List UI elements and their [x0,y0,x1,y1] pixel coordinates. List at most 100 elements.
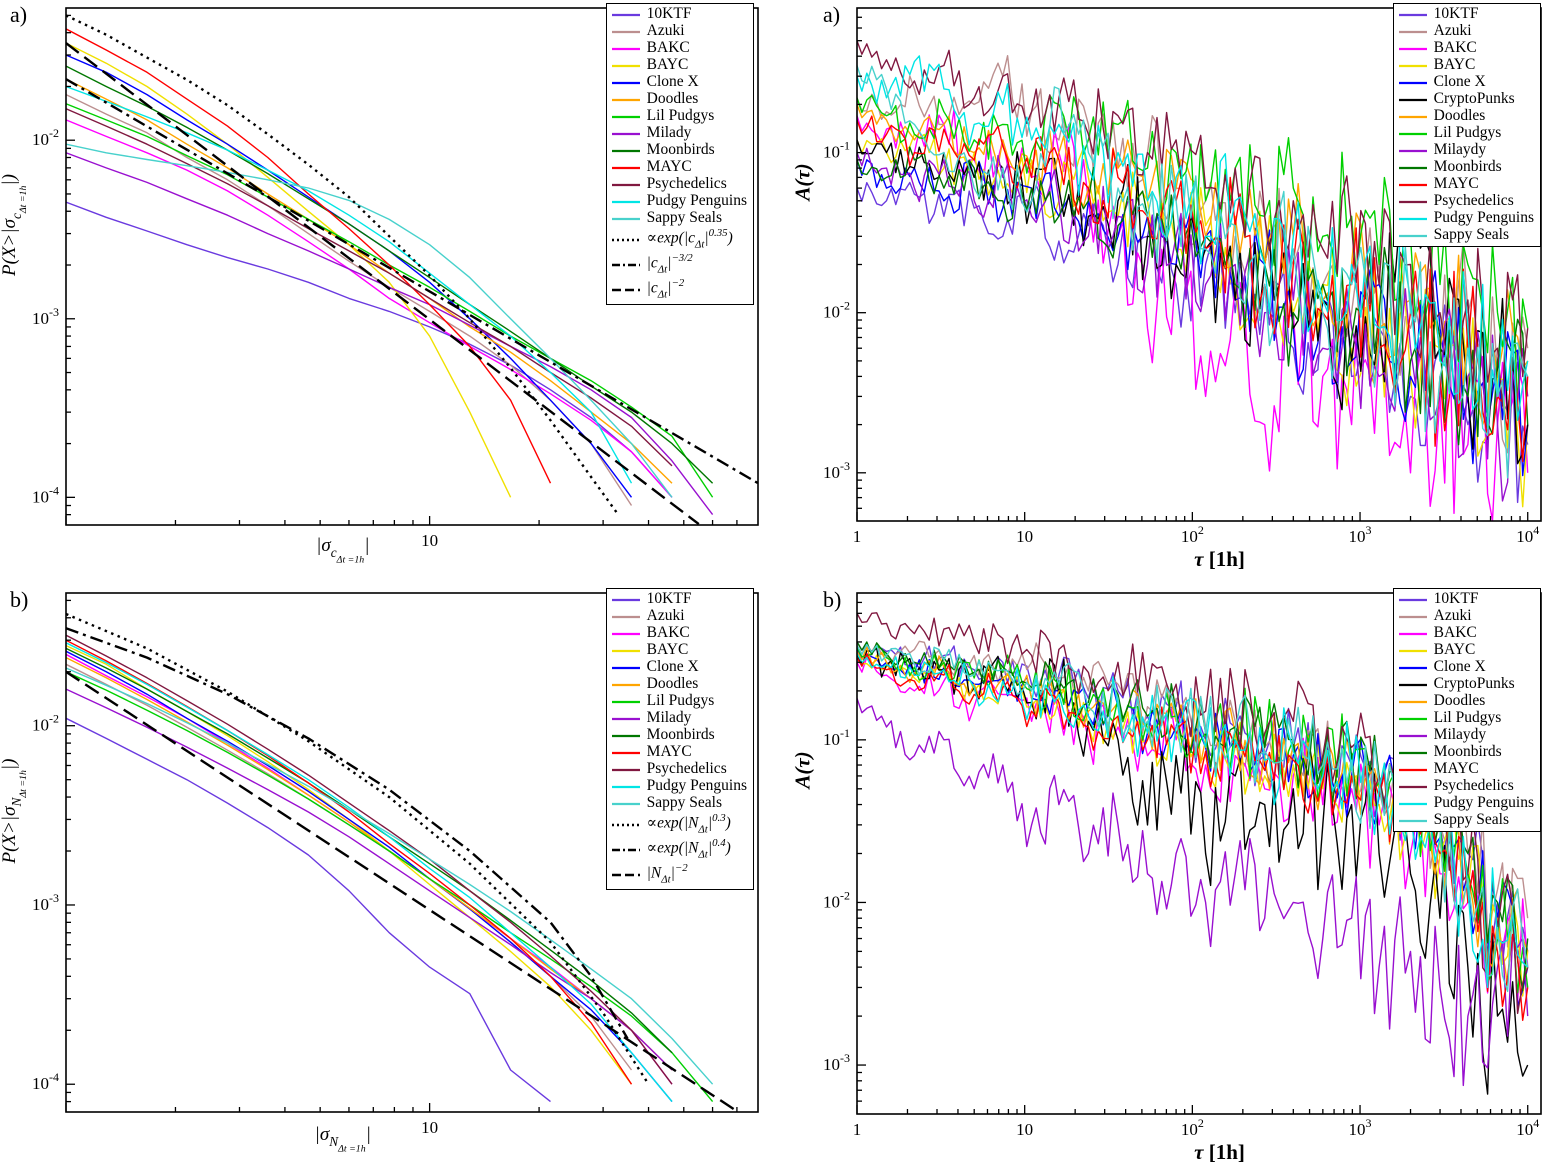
legend-item: BAKC [611,39,747,57]
legend-line-sample [1398,149,1427,152]
legend-item: BAYC [611,56,747,74]
label-segment: |σ [316,535,331,556]
legend-item: Milaydy [1398,726,1534,744]
x-axis [65,1103,738,1112]
label-segment: Psychedelics [1433,192,1514,210]
series-line-10ktf [857,181,1529,504]
legend-label: Psychedelics [1434,777,1514,795]
legend-line-sample [1398,751,1427,754]
legend-item: Psychedelics [611,760,747,778]
legend-line-sample [1398,64,1427,67]
legend-label: BAKC [1434,39,1477,57]
legend-label: Moonbirds [647,141,715,159]
series-line-clone-x [66,54,633,498]
label-segment: BAYC [1433,56,1476,74]
y-tick-label: 10-2 [32,126,59,149]
legend-item: MAYC [1398,175,1534,193]
series-line-pudgy-penguins [66,642,673,1103]
legend-line-sample [611,785,640,788]
y-tick-label: 10-3 [823,1051,850,1074]
label-segment: Pudgy Penguins [646,777,747,795]
legend-label: Moonbirds [647,726,715,744]
legend-item: Clone X [1398,73,1534,91]
legend-item: Pudgy Penguins [1398,209,1534,227]
legend-item: |cΔt|−2 [611,277,747,302]
label-segment: MAYC [1433,760,1479,778]
legend-item: Azuki [1398,607,1534,625]
label-segment: Azuki [646,22,685,40]
label-segment: 10KTF [1433,5,1479,23]
label-segment: Lil Pudgys [1433,124,1502,142]
series-line-psychedelics [66,634,673,1085]
legend-label: MAYC [646,158,692,176]
legend-line-sample [611,615,640,618]
legend-label: Doodles [1434,692,1486,710]
legend-item: |cΔt|−3/2 [611,252,747,277]
legend-label: Clone X [1434,658,1486,676]
legend-item: Azuki [611,607,747,625]
label-segment: Milady [646,124,692,142]
label-segment: |c [646,279,658,297]
label-segment: | [365,1124,371,1145]
legend-line-sample [611,30,640,33]
legend-line-sample [611,81,640,84]
label-segment: Azuki [1433,607,1472,625]
legend-item: Doodles [1398,107,1534,125]
y-tick-label: 10-4 [32,483,59,506]
y-axis-title: P(X>|σNΔt =1h|) [0,758,29,863]
legend-item: MAYC [1398,760,1534,778]
y-axis [66,14,75,516]
legend-line-sample [611,768,640,771]
legend-label: MAYC [647,743,692,761]
legend-item: Lil Pudgys [611,692,747,710]
label-segment: Δt [698,823,708,836]
y-tick-label: 10-3 [823,459,850,482]
legend-label: Azuki [647,607,685,625]
panel-ccdf-volume: b) 10 10-4 10-3 10-2 |σNΔt =1h| P(X>|σNΔt =1h… [0,585,770,1168]
label-segment: CryptoPunks [1433,675,1515,693]
x-tick-label: 102 [1181,1116,1204,1139]
legend-label: BAKC [647,39,690,57]
legend-line-sample [611,132,640,135]
legend-line-sample [611,183,640,186]
y-axis-title: A(τ) [791,751,816,788]
series-lines [66,612,738,1112]
legend-label: Pudgy Penguins [646,777,747,795]
legend-label: 10KTF [647,5,692,23]
legend-item: Azuki [1398,22,1534,40]
legend-item: Sappy Seals [1398,226,1534,244]
legend-label: Clone X [647,658,699,676]
legend-label: Pudgy Penguins [1434,794,1534,812]
label-segment: |) [0,758,20,771]
label-segment: Δt [698,848,708,861]
x-tick-label: 104 [1516,523,1539,546]
label-segment: Sappy Seals [646,794,722,812]
legend-label: Sappy Seals [1434,811,1509,829]
legend-item: Sappy Seals [611,209,747,227]
legend-label: BAYC [1433,56,1476,74]
legend-item: BAYC [1398,641,1534,659]
legend-line-sample [1398,649,1427,652]
legend-line-sample [611,598,640,601]
legend-line-sample [611,734,640,737]
label-segment: N [329,1133,339,1149]
series-lines [857,40,1529,521]
label-segment: MAYC [646,158,692,176]
legend-label: |cΔt|−2 [646,277,685,301]
legend-label: Lil Pudgys [647,692,715,710]
x-tick-label: 1 [853,527,862,546]
series-line-pudgy-penguins [857,55,1529,430]
y-axis [66,599,75,1103]
label-segment: |) [0,174,20,186]
legend-label: Psychedelics [1433,192,1514,210]
label-segment: Δt [661,873,671,886]
label-segment: [1h] [1203,1140,1245,1164]
legend-label: Doodles [647,90,699,108]
y-axis-title: P(X>|σcΔt =1h|) [0,174,29,276]
legend-item: Psychedelics [611,175,747,193]
legend-item: Azuki [611,22,747,40]
series-line-fit-exp-03 [66,612,650,1085]
legend-item: |NΔt|−2 [611,862,747,887]
legend-label: CryptoPunks [1433,675,1515,693]
